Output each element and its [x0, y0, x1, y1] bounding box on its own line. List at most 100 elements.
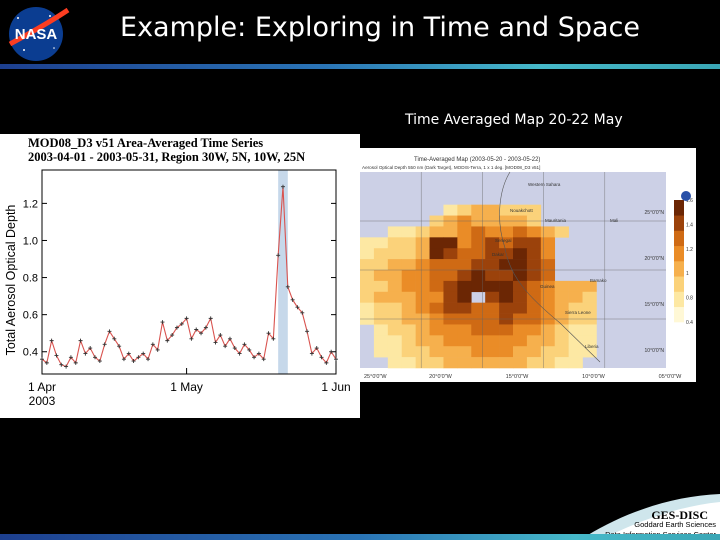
map-cell — [429, 270, 444, 282]
map-cell — [513, 270, 528, 282]
map-cell — [401, 346, 416, 358]
map-place-label: Mali — [610, 218, 618, 223]
data-point — [44, 360, 49, 365]
map-cell — [443, 357, 458, 369]
data-point — [194, 327, 199, 332]
map-cell — [401, 226, 416, 238]
map-cell — [485, 324, 500, 336]
map-cell — [499, 357, 514, 369]
map-cell — [471, 237, 486, 249]
map-cell — [387, 237, 403, 249]
map-cell — [443, 291, 458, 303]
map-cell — [415, 270, 430, 282]
map-cell — [499, 302, 514, 314]
map-cell — [568, 291, 583, 303]
map-cell — [401, 270, 416, 282]
map-cell — [360, 270, 375, 282]
data-point — [227, 336, 232, 341]
map-place-label: Sierra Leone — [565, 310, 591, 315]
map-cell — [526, 291, 542, 303]
data-point — [242, 342, 247, 347]
colorbar-swatch — [674, 291, 684, 308]
map-cell — [485, 280, 500, 293]
map-x-tick-label: 05°0'0"W — [659, 374, 682, 380]
y-tick-label: 1.2 — [23, 198, 38, 210]
data-point — [73, 360, 78, 365]
map-cell — [540, 259, 556, 271]
map-cell — [513, 346, 528, 358]
map-cell — [485, 270, 500, 282]
map-cell — [471, 280, 486, 293]
data-point — [213, 340, 218, 345]
y-tick-label: 0.4 — [23, 347, 38, 359]
map-cell — [526, 248, 542, 260]
map-place-label: Western Sahara — [528, 182, 561, 187]
data-point — [266, 331, 271, 336]
map-cell — [387, 248, 403, 260]
map-subtitle: Aerosol Optical Depth 550 nm (Dark Targe… — [362, 165, 540, 170]
map-cell — [554, 280, 569, 293]
slide-title: Example: Exploring in Time and Space — [120, 12, 640, 43]
data-point — [117, 344, 122, 349]
data-point — [329, 349, 334, 354]
data-point — [324, 360, 329, 365]
map-cell — [457, 248, 472, 260]
map-cell — [582, 280, 597, 293]
map-cell — [387, 324, 403, 336]
map-cell — [373, 280, 389, 293]
data-point — [237, 351, 242, 356]
map-cell — [499, 346, 514, 358]
map-cell — [554, 324, 569, 336]
plot-frame — [41, 169, 337, 375]
footer-divider — [0, 534, 720, 540]
map-cell — [373, 324, 389, 336]
map-place-label: Mauritania — [545, 218, 567, 223]
data-point — [107, 329, 112, 334]
map-cell — [373, 346, 389, 358]
map-cell — [554, 226, 569, 238]
map-cell — [568, 280, 583, 293]
map-cell — [415, 302, 430, 314]
nasa-logo-text: NASA — [15, 26, 58, 43]
map-cell — [513, 259, 528, 271]
data-point — [49, 338, 54, 343]
map-cell — [540, 280, 556, 293]
map-cell — [457, 357, 472, 369]
colorbar-tick-label: 0.4 — [686, 320, 693, 326]
map-cell — [429, 259, 444, 271]
map-cell — [443, 204, 458, 216]
map-cell — [401, 280, 416, 293]
map-cell — [485, 226, 500, 238]
data-point — [285, 284, 290, 289]
data-point — [319, 355, 324, 360]
map-cell — [387, 280, 403, 293]
map-cell — [429, 357, 444, 369]
map-cell — [540, 270, 556, 282]
colorbar-swatch — [674, 276, 684, 292]
map-cell — [401, 248, 416, 260]
y-tick-label: 0.8 — [23, 273, 38, 285]
data-point — [131, 359, 136, 364]
map-cell — [429, 335, 444, 347]
map-cell — [443, 324, 458, 336]
map-cell — [485, 291, 500, 303]
map-x-tick-label: 20°0'0"W — [429, 374, 452, 380]
map-cell — [415, 259, 430, 271]
map-cell — [457, 226, 472, 238]
map-cell — [415, 280, 430, 293]
map-cell — [485, 259, 500, 271]
map-cell — [443, 346, 458, 358]
map-cell — [554, 302, 569, 314]
map-cell — [373, 259, 389, 271]
map-cell — [471, 259, 486, 271]
colorbar-swatch — [674, 306, 684, 323]
ges-disc-line1: Goddard Earth Sciences — [634, 520, 716, 529]
map-x-tick-label: 25°0'0"W — [364, 374, 387, 380]
map-cell — [554, 357, 569, 369]
map-cell — [526, 335, 542, 347]
data-point — [160, 320, 165, 325]
map-cell — [387, 302, 403, 314]
map-cell — [443, 270, 458, 282]
colorbar-swatch — [674, 245, 684, 262]
data-point — [334, 357, 338, 362]
